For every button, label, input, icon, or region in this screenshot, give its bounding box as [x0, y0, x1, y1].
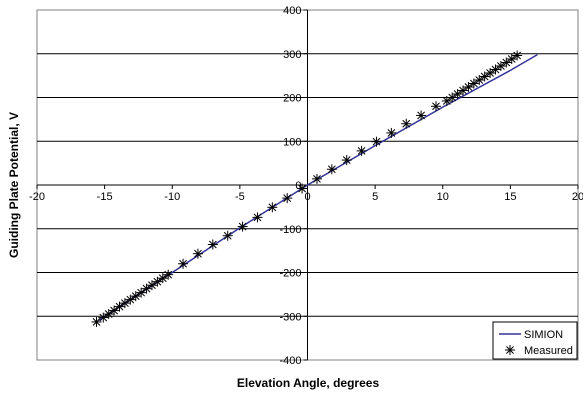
data-point-measured — [267, 202, 278, 213]
x-tick-label: -5 — [235, 191, 245, 203]
data-point-measured — [474, 75, 485, 85]
data-point-measured — [282, 193, 293, 204]
series-group — [91, 50, 538, 327]
y-tick-label: -300 — [279, 311, 301, 323]
data-point-measured — [103, 309, 114, 320]
y-tick-label: -400 — [279, 355, 301, 367]
data-point-measured — [458, 85, 469, 96]
data-point-measured — [163, 269, 174, 280]
x-tick-label: -10 — [164, 191, 180, 203]
data-point-measured — [252, 212, 263, 223]
y-tick-labels: -400 -300 -200 -100 0 100 200 300 400 — [279, 5, 308, 367]
data-point-measured — [326, 164, 337, 175]
legend: SIMION Measured — [492, 321, 578, 360]
data-point-measured — [401, 118, 412, 129]
data-point-measured — [501, 57, 512, 68]
data-point-measured — [386, 127, 397, 138]
data-point-measured — [130, 291, 141, 302]
data-point-measured — [371, 136, 382, 147]
y-tick-label: 0 — [295, 180, 301, 192]
y-tick-label: 200 — [283, 93, 301, 105]
x-tick-label: 0 — [304, 191, 310, 203]
data-point-measured — [178, 258, 189, 269]
data-point-measured — [490, 64, 501, 75]
x-axis-title: Elevation Angle, degrees — [237, 376, 380, 390]
data-point-measured — [430, 101, 441, 112]
data-point-measured — [485, 68, 496, 78]
data-point-measured — [237, 221, 248, 232]
data-point-measured — [479, 71, 490, 82]
x-tick-label: -15 — [97, 191, 113, 203]
x-tick-labels: -20 -15 -10 -5 0 5 10 15 20 — [29, 185, 583, 203]
data-point-measured — [512, 50, 523, 61]
data-point-measured — [125, 294, 136, 305]
legend-marker-asterisk — [505, 345, 515, 355]
x-tick-label: 15 — [504, 191, 516, 203]
x-tick-label: 5 — [372, 191, 378, 203]
data-point-measured — [207, 239, 218, 250]
data-point-measured — [222, 230, 233, 241]
y-axis-title: Guiding Plate Potential, V — [7, 112, 21, 258]
data-point-measured — [146, 280, 157, 291]
data-point-measured — [152, 276, 163, 287]
data-point-measured — [141, 283, 152, 294]
data-point-measured — [136, 287, 147, 298]
y-tick-label: 300 — [283, 49, 301, 61]
data-point-measured — [114, 301, 125, 312]
data-point-measured — [452, 89, 463, 99]
x-tick-label: 10 — [437, 191, 449, 203]
legend-label-simion: SIMION — [524, 329, 563, 341]
data-point-measured — [506, 54, 517, 64]
data-point-measured — [297, 183, 308, 194]
data-point-measured — [463, 82, 474, 92]
y-tick-label: 100 — [283, 136, 301, 148]
data-point-measured — [468, 78, 479, 89]
data-point-measured — [495, 61, 506, 71]
data-point-measured — [311, 173, 322, 184]
y-tick-label: -100 — [279, 224, 301, 236]
legend-marker-measured — [505, 345, 515, 355]
data-point-measured — [119, 298, 130, 309]
legend-label-measured: Measured — [524, 345, 573, 357]
data-point-measured — [447, 92, 458, 103]
x-tick-label: 20 — [572, 191, 583, 203]
data-point-measured — [192, 248, 203, 259]
data-point-measured — [341, 155, 352, 166]
y-tick-label: -200 — [279, 268, 301, 280]
data-point-measured — [416, 110, 427, 121]
data-point-measured — [91, 316, 102, 327]
data-point-measured — [356, 145, 367, 156]
x-tick-label: -20 — [29, 191, 45, 203]
data-point-measured — [98, 312, 109, 323]
data-point-measured — [157, 273, 168, 284]
data-point-measured — [109, 305, 120, 316]
data-point-measured — [441, 96, 452, 106]
y-tick-label: 400 — [283, 5, 301, 17]
